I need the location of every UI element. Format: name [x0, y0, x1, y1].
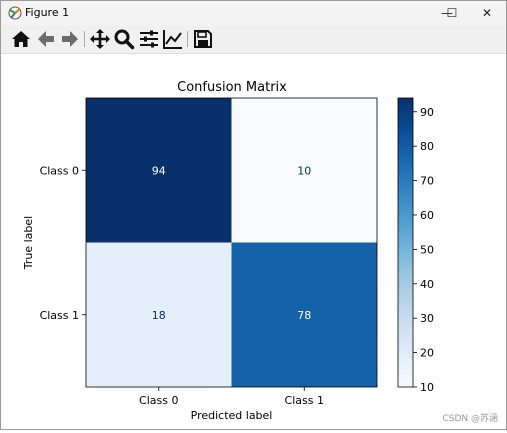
cell-value-label: 78 — [297, 309, 311, 322]
save-icon[interactable] — [192, 28, 214, 50]
y-tick-label: Class 1 — [40, 309, 79, 322]
colorbar-tick-label: 50 — [420, 243, 434, 256]
axes-frame — [85, 97, 378, 388]
navigation-toolbar — [1, 25, 506, 54]
colorbar-tick-label: 30 — [420, 312, 434, 325]
subplots-icon[interactable] — [138, 28, 160, 50]
matrix-cell — [86, 98, 232, 243]
minimize-button[interactable]: — — [441, 6, 453, 20]
matplotlib-app-icon — [8, 6, 22, 20]
colorbar-tick-label: 80 — [420, 140, 434, 153]
maximize-button[interactable]: ☐ — [446, 6, 458, 20]
cell-value-label: 18 — [152, 309, 166, 322]
colorbar-tick-label: 70 — [420, 175, 434, 188]
colorbar-tick-label: 40 — [420, 278, 434, 291]
y-axis-label: True label — [22, 216, 35, 270]
close-button[interactable]: ✕ — [481, 6, 493, 20]
figure-canvas: Confusion Matrix 94 10 18 78 Class 0 Class 1… — [1, 54, 506, 429]
colorbar-tick-label: 90 — [420, 106, 434, 119]
chart-title: Confusion Matrix — [177, 80, 287, 95]
colorbar-tick-label: 10 — [420, 381, 434, 394]
x-axis-label: Predicted label — [191, 409, 273, 422]
forward-icon[interactable] — [59, 28, 81, 50]
pan-icon[interactable] — [89, 28, 111, 50]
cell-value-label: 10 — [297, 164, 311, 177]
toolbar-separator — [187, 31, 188, 47]
colorbar-tick-label: 60 — [420, 209, 434, 222]
colorbar — [397, 97, 414, 388]
confusion-matrix-plot[interactable]: Confusion Matrix 94 10 18 78 Class 0 Class 1… — [1, 54, 506, 429]
toolbar-separator — [84, 31, 85, 47]
watermark: CSDN @苏涵 — [442, 414, 498, 424]
cell-value-label: 94 — [152, 164, 166, 177]
zoom-icon[interactable] — [113, 28, 135, 50]
window-title: Figure 1 — [25, 6, 70, 19]
edit-axes-icon[interactable] — [162, 28, 184, 50]
matrix-cell — [231, 242, 377, 387]
colorbar-tick-label: 20 — [420, 347, 434, 360]
matrix-cell — [231, 98, 377, 243]
title-bar: Figure 1 — ☐ ✕ — [1, 1, 506, 25]
matrix-cell — [86, 242, 232, 387]
x-tick-label: Class 0 — [139, 394, 178, 407]
x-tick-label: Class 1 — [285, 394, 324, 407]
home-icon[interactable] — [10, 28, 32, 50]
back-icon[interactable] — [35, 28, 57, 50]
y-tick-label: Class 0 — [40, 164, 79, 177]
